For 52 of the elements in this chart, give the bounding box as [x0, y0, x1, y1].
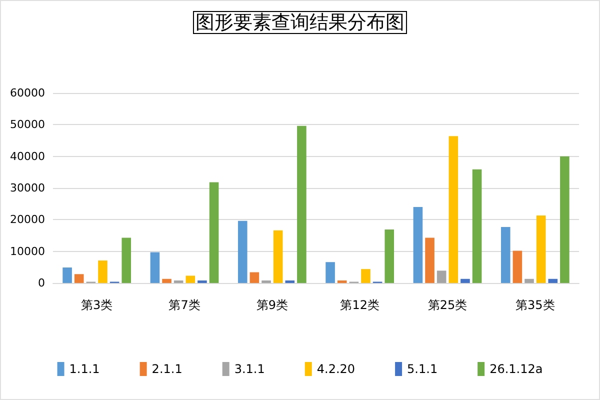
bar [285, 280, 295, 283]
bar [174, 280, 184, 283]
legend-label: 3.1.1 [234, 362, 265, 376]
y-tick-label: 0 [38, 276, 45, 290]
y-tick-label: 50000 [10, 118, 45, 132]
bar [460, 278, 470, 283]
legend-label: 26.1.12a [490, 362, 543, 376]
bar [361, 269, 370, 283]
bar [560, 156, 570, 283]
y-tick-label: 30000 [10, 182, 45, 194]
chart-title: 图形要素查询结果分布图 [196, 12, 404, 34]
bar [384, 229, 394, 283]
bar [448, 136, 458, 283]
bar [198, 280, 207, 283]
bar [536, 216, 546, 283]
bar [186, 276, 196, 283]
bar [74, 274, 84, 283]
bar [297, 126, 306, 283]
y-tick-label: 10000 [10, 244, 45, 258]
legend-label: 4.2.20 [316, 362, 356, 376]
bar [524, 278, 534, 283]
bar [337, 280, 347, 283]
bar [326, 262, 335, 283]
bar [238, 220, 248, 283]
y-tick-label: 20000 [10, 213, 45, 226]
y-tick-label: 40000 [10, 150, 45, 163]
bar [209, 182, 219, 283]
bar [62, 267, 72, 283]
bar [250, 272, 260, 283]
bar [273, 230, 283, 283]
bar [122, 238, 132, 283]
x-tick-label: 第12类 [340, 298, 380, 312]
bar [548, 278, 558, 283]
bar [436, 270, 446, 283]
bar [425, 238, 434, 283]
bar [162, 278, 172, 283]
bar [98, 260, 108, 283]
x-tick-label: 第3类 [81, 298, 113, 312]
legend-label: 5.1.1 [407, 362, 438, 376]
legend-label: 2.1.1 [152, 362, 182, 376]
x-tick-label: 第7类 [168, 298, 200, 312]
x-tick-label: 第35类 [516, 298, 555, 312]
bar [512, 250, 522, 283]
legend-label: 1.1.1 [69, 362, 100, 376]
bar [150, 252, 160, 283]
bar [413, 207, 423, 283]
bar [500, 226, 510, 283]
y-tick-label: 60000 [10, 86, 45, 100]
x-tick-label: 第9类 [256, 298, 288, 312]
x-tick-label: 第25类 [428, 298, 468, 312]
bar [262, 280, 271, 283]
bar [472, 169, 482, 283]
